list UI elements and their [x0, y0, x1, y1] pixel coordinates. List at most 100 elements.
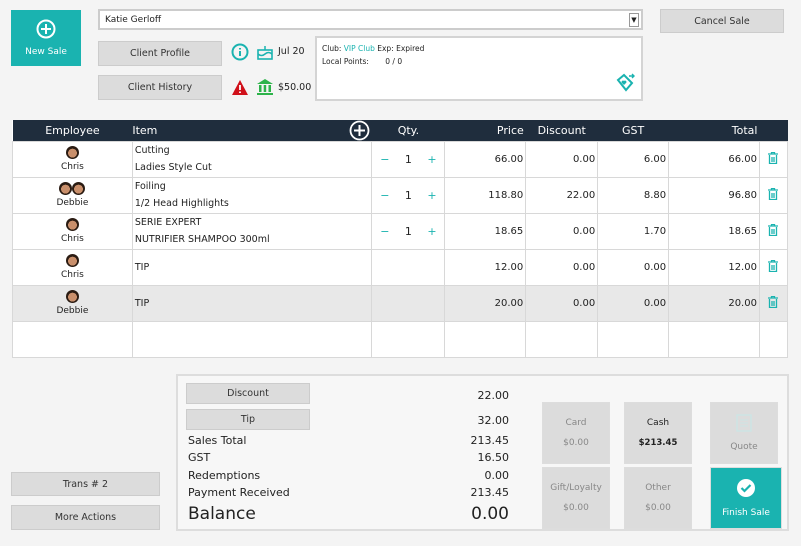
employee-cell[interactable]: Debbie [12, 176, 133, 214]
employee-cell[interactable]: Chris [12, 212, 133, 250]
decrease-qty-button[interactable]: − [380, 188, 390, 202]
points-label: Local Points: [322, 57, 369, 66]
trash-icon[interactable] [768, 259, 779, 272]
client-name: Katie Gerloff [105, 14, 162, 25]
employee-cell[interactable]: Debbie [12, 284, 133, 322]
table-row[interactable]: Chris Cutting Ladies Style Cut −1 + 66.00 … [12, 140, 789, 178]
discount-cell[interactable]: 0.00 [525, 212, 599, 250]
price-cell[interactable]: 118.80 [444, 176, 527, 214]
price-cell[interactable]: 66.00 [444, 140, 527, 178]
cash-payment-button[interactable]: Cash $213.45 [624, 402, 692, 464]
gift-label: Gift/Loyalty [550, 483, 602, 493]
club-label: Club: [322, 44, 342, 53]
discount-button[interactable]: Discount [186, 383, 310, 404]
gst-cell: 0.00 [597, 248, 670, 286]
table-row[interactable]: Chris TIP 12.00 0.00 0.00 12.00 [12, 248, 789, 286]
trans-button[interactable]: Trans # 2 [11, 472, 160, 496]
col-actions [759, 120, 788, 141]
trash-icon[interactable] [768, 187, 779, 200]
total-cell: 96.80 [668, 176, 760, 214]
qty-value: 1 [404, 224, 412, 238]
client-profile-button[interactable]: Client Profile [98, 41, 222, 66]
decrease-qty-button[interactable]: − [380, 152, 390, 166]
col-gst: GST [597, 120, 669, 141]
trash-icon[interactable] [768, 151, 779, 164]
col-qty: Qty. [371, 120, 445, 141]
table-row[interactable]: Debbie Foiling 1/2 Head Highlights −1 + 11… [12, 176, 789, 214]
avatar [65, 146, 79, 159]
table-row[interactable]: Debbie TIP 20.00 0.00 0.00 20.00 [12, 284, 789, 322]
discount-cell[interactable]: 0.00 [525, 140, 599, 178]
gst-value: 16.50 [477, 451, 510, 464]
card-payment-button[interactable]: Card $0.00 [542, 402, 610, 464]
increase-qty-button[interactable]: + [427, 188, 437, 202]
employee-name: Chris [60, 162, 84, 172]
avatar [72, 182, 86, 195]
table-header: Employee Item Qty. Price Discount GST To… [12, 120, 788, 141]
col-price: Price [444, 120, 526, 141]
decrease-qty-button[interactable]: − [380, 224, 390, 238]
warning-icon[interactable] [231, 79, 249, 96]
table-row[interactable]: Chris SERIE EXPERT NUTRIFIER SHAMPOO 300m… [12, 212, 789, 250]
col-item: Item [132, 120, 372, 141]
finish-sale-label: Finish Sale [722, 508, 770, 518]
tip-value: 32.00 [477, 414, 510, 427]
summary-panel: Discount 22.00 Tip 32.00 Sales Total 213… [176, 374, 789, 531]
gst-cell: 0.00 [597, 284, 670, 322]
price-cell[interactable]: 12.00 [444, 248, 527, 286]
price-cell[interactable]: 20.00 [444, 284, 527, 322]
gst-label: GST [188, 451, 211, 464]
card-amount: $0.00 [563, 438, 589, 448]
new-sale-label: New Sale [25, 47, 67, 57]
new-sale-button[interactable]: New Sale [11, 10, 81, 66]
points-value: 0 / 0 [385, 57, 403, 66]
more-actions-button[interactable]: More Actions [11, 505, 160, 530]
client-history-button[interactable]: Client History [98, 75, 222, 100]
add-item-icon[interactable] [349, 120, 370, 141]
employee-name: Chris [60, 270, 84, 280]
delete-cell [758, 176, 789, 214]
employee-cell[interactable]: Chris [12, 248, 133, 286]
qty-cell [371, 248, 446, 286]
loyalty-tag-icon[interactable] [615, 73, 635, 93]
employee-name: Debbie [56, 306, 89, 316]
item-detail: TIP [134, 261, 150, 273]
total-cell: 18.65 [668, 212, 760, 250]
dropdown-arrow-icon[interactable]: ▼ [629, 13, 639, 27]
employee-cell[interactable]: Chris [12, 140, 133, 178]
other-payment-button[interactable]: Other $0.00 [624, 467, 692, 529]
discount-cell[interactable]: 0.00 [525, 248, 599, 286]
total-cell: 66.00 [668, 140, 760, 178]
tip-button[interactable]: Tip [186, 409, 310, 430]
item-name: SERIE EXPERT [134, 217, 202, 228]
item-cell: Cutting Ladies Style Cut [131, 140, 373, 178]
increase-qty-button[interactable]: + [427, 224, 437, 238]
discount-cell[interactable]: 22.00 [525, 176, 599, 214]
total-cell: 20.00 [668, 284, 760, 322]
cancel-sale-button[interactable]: Cancel Sale [660, 9, 784, 33]
col-employee: Employee [12, 120, 133, 141]
sales-total-value: 213.45 [470, 434, 510, 447]
discount-cell[interactable]: 0.00 [525, 284, 599, 322]
info-icon[interactable] [231, 43, 249, 61]
qty-cell: −1 + [371, 212, 446, 250]
account-balance: $50.00 [278, 82, 312, 93]
qty-cell: −1 + [371, 140, 446, 178]
quote-label: Quote [730, 442, 758, 452]
club-exp: Exp: Expired [377, 44, 425, 53]
finish-sale-button[interactable]: Finish Sale [710, 467, 782, 529]
delete-cell [758, 212, 789, 250]
gift-loyalty-button[interactable]: Gift/Loyalty $0.00 [542, 467, 610, 529]
client-select[interactable]: Katie Gerloff ▼ [98, 9, 643, 30]
trash-icon[interactable] [768, 295, 779, 308]
quote-button[interactable]: Quote [710, 402, 778, 464]
birthday-cake-icon [257, 46, 273, 60]
increase-qty-button[interactable]: + [427, 152, 437, 166]
check-circle-icon [737, 479, 755, 497]
item-cell: TIP [131, 284, 373, 322]
item-cell: Foiling 1/2 Head Highlights [131, 176, 373, 214]
trash-icon[interactable] [768, 223, 779, 236]
document-icon [736, 414, 752, 432]
delete-cell [758, 248, 789, 286]
price-cell[interactable]: 18.65 [444, 212, 527, 250]
